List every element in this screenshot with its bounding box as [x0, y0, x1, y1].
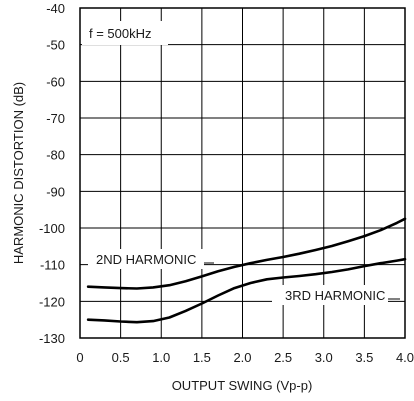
x-tick-label: 0.5	[112, 350, 130, 365]
x-tick-label: 3.0	[315, 350, 333, 365]
series-label-2nd-harmonic: 2ND HARMONIC	[96, 252, 196, 267]
y-tick-label: -100	[39, 221, 65, 236]
series-line-2nd-harmonic	[86, 217, 407, 290]
x-tick-labels: 0 0.5 1.0 1.5 2.0 2.5 3.0 3.5 4.0	[76, 350, 414, 365]
x-tick-label: 3.5	[355, 350, 373, 365]
y-tick-label: -50	[46, 38, 65, 53]
x-tick-label: 1.0	[152, 350, 170, 365]
x-tick-label: 1.5	[193, 350, 211, 365]
y-tick-label: -40	[46, 1, 65, 16]
x-tick-label: 2.5	[274, 350, 292, 365]
y-tick-labels: -40 -50 -60 -70 -80 -90 -100 -110 -120 -130	[39, 1, 65, 346]
x-axis-label: OUTPUT SWING (Vp-p)	[172, 378, 313, 393]
frequency-annotation: f = 500kHz	[89, 26, 152, 41]
y-tick-label: -60	[46, 74, 65, 89]
y-tick-label: -70	[46, 111, 65, 126]
y-tick-label: -130	[39, 331, 65, 346]
y-tick-label: -90	[46, 184, 65, 199]
y-axis-label: HARMONIC DISTORTION (dB)	[11, 82, 26, 264]
x-tick-label: 0	[76, 350, 83, 365]
annotation-background	[82, 21, 168, 45]
y-tick-label: -110	[40, 258, 65, 273]
y-tick-label: -80	[46, 148, 65, 163]
label-bg-2nd	[88, 249, 204, 269]
y-tick-label: -120	[39, 294, 65, 309]
x-tick-label: 4.0	[396, 350, 414, 365]
series-line-3rd-harmonic	[86, 257, 407, 324]
x-tick-label: 2.0	[233, 350, 251, 365]
plot-frame	[79, 7, 406, 339]
series-label-3rd-harmonic: 3RD HARMONIC	[285, 288, 385, 303]
series-group	[86, 217, 407, 324]
label-bg-3rd	[272, 285, 388, 305]
